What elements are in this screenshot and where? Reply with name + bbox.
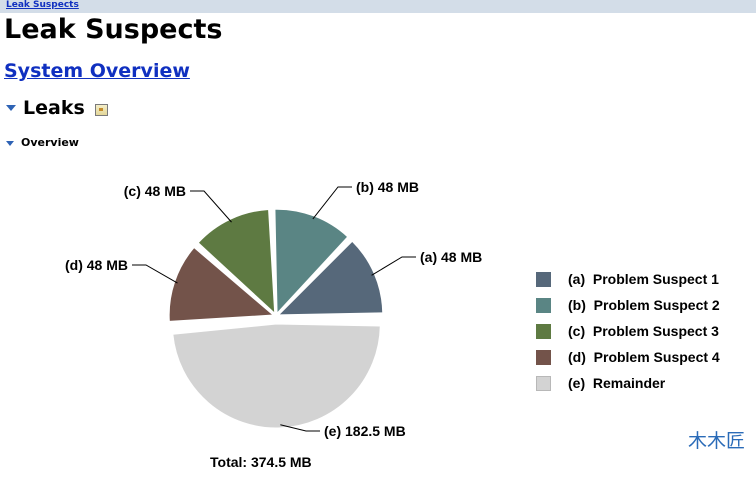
pie-label-e: (e) 182.5 MB [324,423,406,439]
pie-total-label: Total: 374.5 MB [210,454,312,470]
legend-label-c: (c) Problem Suspect 3 [568,323,719,339]
leader-line-a [371,256,416,276]
breadcrumb-bar: Leak Suspects [0,0,756,13]
pie-slice-e [172,323,381,429]
legend-item-a: (a) Problem Suspect 1 [536,266,720,292]
page-title: Leak Suspects [4,14,223,45]
legend-label-a: (a) Problem Suspect 1 [568,271,719,287]
system-overview-link[interactable]: System Overview [4,60,190,82]
legend-item-d: (d) Problem Suspect 4 [536,344,720,370]
legend-label-d: (d) Problem Suspect 4 [568,349,720,365]
pie-label-a: (a) 48 MB [420,249,482,265]
leader-line-c [190,190,232,223]
pie-label-b: (b) 48 MB [356,179,419,195]
pie-label-d: (d) 48 MB [65,257,128,273]
legend-item-b: (b) Problem Suspect 2 [536,292,720,318]
legend-swatch-c [536,323,551,339]
legend-item-c: (c) Problem Suspect 3 [536,318,720,344]
overview-heading: Overview [21,136,79,149]
overview-section-header[interactable]: Overview [6,136,79,150]
leader-line-b [312,186,352,220]
leaks-section-header[interactable]: Leaks [6,96,108,120]
legend-swatch-b [536,297,551,313]
leader-line-e [280,424,320,432]
legend-swatch-a [536,271,551,287]
pie-slice-d [168,246,275,322]
breadcrumb-link-leak-suspects[interactable]: Leak Suspects [6,0,79,10]
legend-item-e: (e) Remainder [536,370,720,396]
leaks-heading: Leaks [23,97,85,119]
leak-details-icon[interactable] [94,104,108,116]
legend-swatch-d [536,349,551,365]
expand-triangle-icon[interactable] [6,105,16,111]
legend-label-b: (b) Problem Suspect 2 [568,297,720,313]
legend-swatch-e [536,375,551,391]
watermark-text: 木木匠 [688,430,746,452]
leader-line-d [132,264,178,284]
expand-triangle-icon[interactable] [6,140,14,146]
pie-slice-b [274,208,349,315]
pie-label-c: (c) 48 MB [124,183,186,199]
pie-legend: (a) Problem Suspect 1 (b) Problem Suspect… [536,266,720,396]
pie-slice-c [197,208,276,315]
legend-label-e: (e) Remainder [568,375,666,391]
